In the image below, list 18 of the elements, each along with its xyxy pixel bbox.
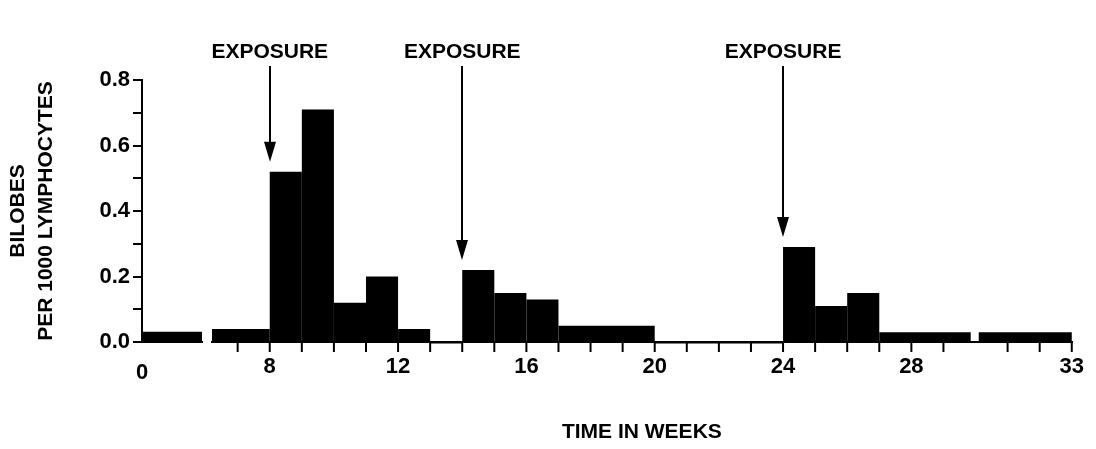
y-tick-label: 0.4 — [99, 197, 131, 223]
y-axis-title: BILOBES PER 1000 LYMPHOCYTES — [4, 81, 57, 341]
y-tick-label: 0.0 — [99, 328, 130, 354]
x-tick-label: 16 — [514, 353, 539, 379]
x-tick-label: 8 — [263, 353, 276, 379]
x-axis-title: TIME IN WEEKS — [561, 419, 722, 443]
ref-line-label: EXPOSURE — [211, 39, 329, 62]
y-tick-label: 0.6 — [99, 131, 130, 157]
y-tick-label: 0.8 — [99, 66, 130, 92]
x-tick-label: 20 — [642, 353, 667, 379]
ref-line-label: EXPOSURE — [403, 39, 521, 62]
x-tick-label: 12 — [385, 353, 411, 379]
x-tick-label: 28 — [899, 353, 924, 379]
x-tick-label: 24 — [770, 353, 797, 379]
x-tick-label: 33 — [1059, 353, 1085, 379]
y-tick-label: 0.2 — [99, 262, 130, 288]
text: 0 — [135, 359, 149, 385]
ref-line-label: EXPOSURE — [724, 39, 842, 62]
